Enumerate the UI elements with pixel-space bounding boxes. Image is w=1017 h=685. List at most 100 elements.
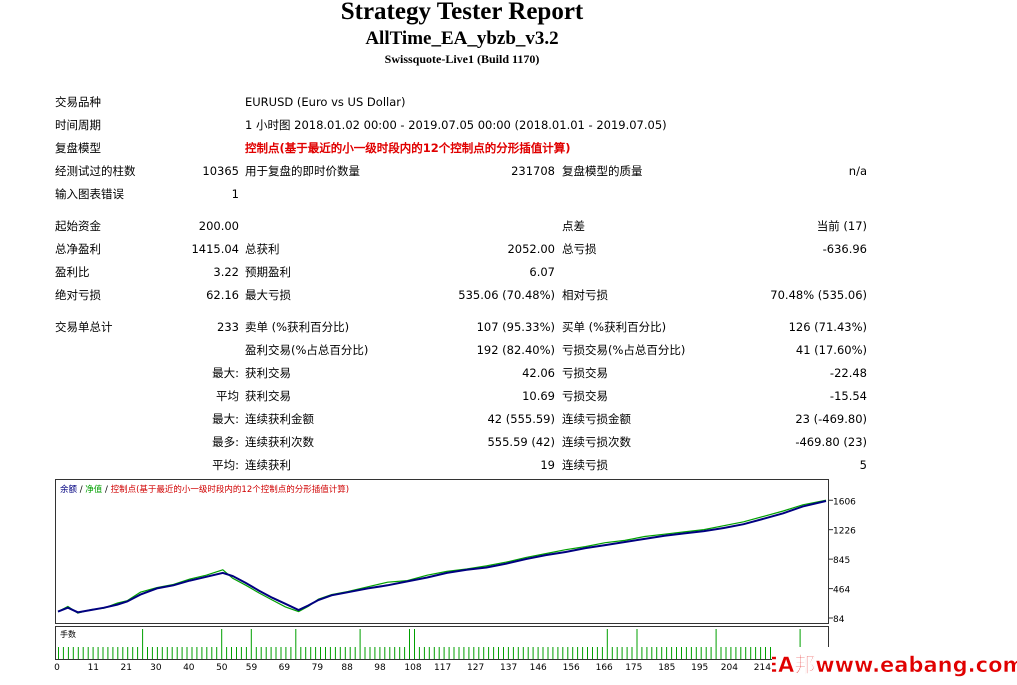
deal-bar <box>681 647 682 659</box>
row-model: 复盘模型 控制点(基于最近的小一级时段内的12个控制点的分形插值计算) <box>55 136 867 159</box>
deal-bar <box>537 647 539 659</box>
deposit-value: 200.00 <box>198 218 239 233</box>
deal-bar <box>310 647 312 659</box>
row-avg-consec: 平均: 连续获利 19 连续亏损 5 <box>55 453 867 476</box>
row-max-consec: 最大: 连续获利金额 42 (555.59) 连续亏损金额 23 (-469.8… <box>55 407 867 430</box>
x-tick-label: 98 <box>374 663 386 673</box>
spread-label: 点差 <box>562 218 585 233</box>
row-profit-factor: 盈利比 3.22 预期盈利 6.07 <box>55 260 867 283</box>
deal-bar <box>77 647 79 659</box>
deal-bar <box>112 647 114 659</box>
deal-bar <box>250 629 252 659</box>
x-tick-label: 40 <box>183 663 195 673</box>
deal-bar <box>206 647 208 659</box>
avg-consec-losses-label: 连续亏损 <box>562 457 608 472</box>
deal-bar <box>102 647 104 659</box>
row-drawdown: 绝对亏损 62.16 最大亏损 535.06 (70.48%) 相对亏损 70.… <box>55 283 867 306</box>
legend-balance: 余额 <box>60 484 78 495</box>
total-trades-value: 233 <box>217 319 239 334</box>
deal-bar <box>260 647 262 659</box>
deal-bar <box>418 647 420 659</box>
deals-strip-svg: 手数 <box>58 629 826 659</box>
deal-bar <box>720 647 722 659</box>
deal-bar <box>646 647 648 659</box>
deal-bar <box>107 647 109 659</box>
x-tick-label: 204 <box>721 663 738 673</box>
largest-loss-value: -22.48 <box>829 365 867 380</box>
model-value: 控制点(基于最近的小一级时段内的12个控制点的分形插值计算) <box>245 140 571 155</box>
deal-bar <box>428 647 430 659</box>
abs-drawdown-label: 绝对亏损 <box>55 287 101 302</box>
gross-loss-label: 总亏损 <box>562 241 597 256</box>
deal-bar <box>621 647 623 659</box>
deal-bar <box>478 647 480 659</box>
average-loss-label: 亏损交易 <box>562 388 608 403</box>
deal-bar <box>656 647 658 659</box>
y-tick-label: 464 <box>833 586 850 596</box>
deal-bar <box>552 647 554 659</box>
deal-bar <box>236 647 237 659</box>
x-tick-label: 146 <box>530 663 547 673</box>
deal-bar <box>404 647 406 659</box>
deal-bar <box>745 647 747 659</box>
x-tick-label: 11 <box>88 663 99 673</box>
deal-bar <box>740 647 742 659</box>
y-tick-label: 1606 <box>833 497 856 507</box>
most-consec-wins-label: 连续获利次数 <box>245 434 314 449</box>
deal-bar <box>666 647 668 659</box>
avg-consec-label: 平均: <box>212 457 239 472</box>
max-consec-wins-label: 连续获利金额 <box>245 411 314 426</box>
x-tick-label: 137 <box>500 663 517 673</box>
deal-bar <box>270 647 272 659</box>
deal-bar <box>458 647 460 659</box>
row-average: 平均 获利交易 10.69 亏损交易 -15.54 <box>55 384 867 407</box>
most-consec-label: 最多: <box>212 434 239 449</box>
deal-bar <box>245 647 247 659</box>
max-drawdown-value: 535.06 (70.48%) <box>458 287 555 302</box>
x-tick-label: 185 <box>658 663 675 673</box>
deal-bar <box>532 647 534 659</box>
deal-bar <box>616 647 618 659</box>
deal-bar <box>211 647 213 659</box>
row-net-profit: 总净盈利 1415.04 总获利 2052.00 总亏损 -636.96 <box>55 237 867 260</box>
deal-bar <box>201 647 203 659</box>
x-tick-label: 21 <box>120 663 131 673</box>
quality-value: n/a <box>848 163 867 178</box>
deal-bar <box>626 647 628 659</box>
equity-chart-svg: 余额 / 净值 / 控制点(基于最近的小一级时段内的12个控制点的分形插值计算) <box>57 484 827 614</box>
abs-drawdown-value: 62.16 <box>206 287 239 302</box>
deal-bar <box>221 629 223 659</box>
row-total-trades: 交易单总计 233 卖单 (%获利百分比) 107 (95.33%) 买单 (%… <box>55 315 867 338</box>
deal-bar <box>443 647 445 659</box>
deal-bar <box>755 647 757 659</box>
deal-bar <box>725 647 727 659</box>
deal-bar <box>770 647 771 659</box>
avg-consec-losses-value: 5 <box>859 457 867 472</box>
deal-bar <box>127 647 129 659</box>
deal-bar <box>463 647 465 659</box>
bars-value: 10365 <box>202 163 239 178</box>
deal-bar <box>364 647 366 659</box>
net-profit-value: 1415.04 <box>191 241 239 256</box>
equity-line <box>57 499 827 614</box>
row-errors: 输入图表错误 1 <box>55 182 867 205</box>
deal-bar <box>290 647 292 659</box>
largest-profit-value: 42.06 <box>522 365 555 380</box>
deal-bar <box>671 647 673 659</box>
max-consec-losses-value: 23 (-469.80) <box>795 411 867 426</box>
deal-bar <box>325 647 326 659</box>
deal-bar <box>414 629 415 659</box>
deal-bar <box>226 647 228 659</box>
deal-bar <box>631 647 633 659</box>
max-consec-label: 最大: <box>212 411 239 426</box>
deal-bar <box>82 647 84 659</box>
deal-bar <box>676 647 677 659</box>
deal-bar <box>117 647 119 659</box>
gross-profit-value: 2052.00 <box>507 241 555 256</box>
profit-trades-label: 盈利交易(%占总百分比) <box>245 342 369 357</box>
average-loss-value: -15.54 <box>829 388 867 403</box>
row-most-consec: 最多: 连续获利次数 555.59 (42) 连续亏损次数 -469.80 (2… <box>55 430 867 453</box>
row-profit-trades: 盈利交易(%占总百分比) 192 (82.40%) 亏损交易(%占总百分比) 4… <box>55 338 867 361</box>
symbol-label: 交易品种 <box>55 94 101 109</box>
ticks-value: 231708 <box>511 163 555 178</box>
